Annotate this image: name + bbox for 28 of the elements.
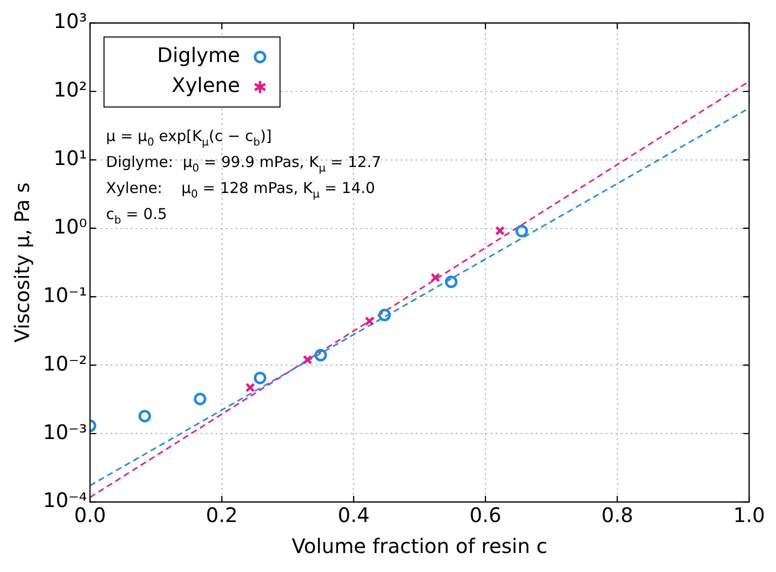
y-tick-label: 10⁻³ [42, 420, 88, 444]
point [515, 224, 528, 238]
point [378, 308, 391, 322]
point [444, 276, 458, 288]
point [430, 272, 440, 282]
x-tick-label: 1.0 [733, 503, 766, 528]
y-tick-label: 10² [54, 78, 88, 102]
x-axis-title: Volume fraction of resin c [292, 534, 548, 558]
x-tick-label: 0.2 [206, 503, 238, 528]
y-tick-label: 10⁻¹ [42, 282, 88, 307]
y-tick-label: 10⁻² [42, 351, 88, 376]
legend-label: Xylene [172, 73, 240, 98]
y-tick-label: 10⁰ [54, 214, 88, 238]
x-tick-label: 0.6 [470, 503, 502, 528]
x-tick-label: 0.4 [338, 503, 370, 528]
point [364, 316, 374, 326]
point [245, 382, 255, 392]
point [302, 354, 312, 365]
point [495, 226, 505, 236]
point [314, 348, 327, 362]
y-tick-label: 10³ [54, 9, 88, 34]
point [138, 410, 151, 422]
point [254, 372, 266, 384]
legend-label: Diglyme [157, 43, 240, 68]
y-tick-label: 10¹ [54, 146, 88, 170]
x-tick-label: 0.8 [601, 503, 634, 528]
y-axis-title: Viscosity μ, Pa s [10, 182, 34, 343]
point [194, 392, 206, 406]
